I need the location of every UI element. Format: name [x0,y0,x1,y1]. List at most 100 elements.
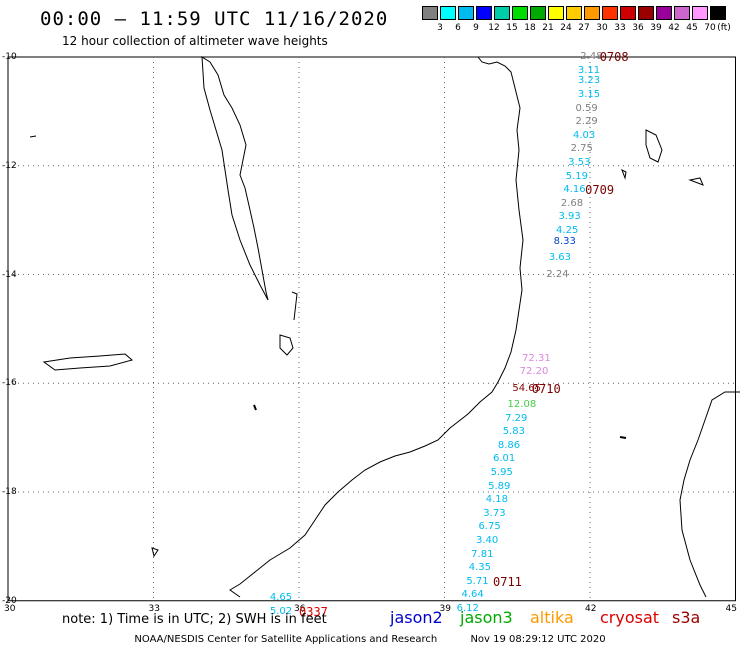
satellite-name: jason3 [460,608,513,627]
pass-time: 0710 [531,381,561,396]
swh-value: 3.15 [577,89,601,101]
swh-value: 2.29 [575,116,598,128]
legend-label: 6 [455,23,461,33]
lon-tick-label: 30 [4,604,16,614]
swh-value: 8.33 [553,235,576,247]
legend-swatch [422,6,438,20]
swh-value: 3.53 [568,157,591,169]
legend-swatch [494,6,510,20]
lat-tick-label: -18 [2,487,17,497]
footer-credit: NOAA/NESDIS Center for Satellite Applica… [134,634,438,645]
swh-value: 4.25 [556,225,579,236]
lake-kariba-outline [42,353,134,371]
swh-value: 5.89 [488,480,511,492]
swh-value: 5.02 [269,605,293,617]
legend-label: 21 [542,23,554,33]
lat-tick-label: -10 [2,52,17,62]
swh-value: 4.18 [485,494,508,506]
swh-value: 4.65 [269,592,293,604]
lake-mark [29,135,37,138]
legend-swatch [674,6,690,20]
legend-swatch [458,6,474,20]
satellite-name: cryosat [600,608,660,627]
swh-value: 3.40 [476,534,499,546]
swh-value: 4.64 [461,589,484,601]
swh-value: 5.83 [502,426,525,438]
legend-swatch [692,6,708,20]
pass-time: 0709 [585,183,615,198]
swh-value: 3.73 [483,507,506,519]
legend-label: 42 [668,23,680,33]
lat-tick-label: -14 [2,269,17,280]
swh-value: 7.29 [505,412,528,424]
lon-tick-label: 36 [294,604,306,614]
swh-value: 2.24 [546,268,569,280]
swh-value: 6.75 [478,521,501,533]
legend-label: 24 [560,23,572,33]
lat-tick-label: -20 [2,595,17,606]
swh-value: 6.12 [456,602,479,614]
legend-label: 36 [632,23,644,33]
swh-value: 4.35 [468,562,492,574]
lake-malawi-outline [201,56,269,301]
legend-swatch [512,6,528,20]
lon-tick-label: 42 [585,604,597,614]
legend-swatch [638,6,654,20]
legend-swatch [548,6,564,20]
pass-time: 0711 [493,574,522,589]
legend-label: 18 [524,23,536,33]
swh-value: 54.65 [512,382,542,394]
swh-value: 72.20 [519,366,549,378]
africa-coastline [229,56,524,598]
swh-value: 7.81 [471,548,494,560]
legend-swatch [440,6,456,20]
legend-swatch [476,6,492,20]
satellite-name: jason2 [390,608,443,627]
swh-value: 3.63 [548,252,572,264]
legend-label: 3 [437,23,443,33]
swh-value: 12.08 [507,399,537,410]
island-mark [619,436,627,439]
lon-tick-label: 39 [439,604,451,614]
legend-label: 45 [686,23,698,33]
satellite-name: s3a [672,608,701,627]
legend-label: 9 [473,23,479,33]
swh-value: 6.01 [493,453,516,465]
map-frame [7,56,736,602]
page-subtitle: 12 hour collection of altimeter wave hei… [62,34,328,48]
satellite-name: altika [530,608,574,627]
legend-label: 12 [488,23,500,33]
swh-value: 3.11 [577,64,601,76]
swh-value: 2.48 [580,51,603,62]
lake-mark [291,291,298,321]
madagascar-coastline [679,391,740,598]
island-mark [253,404,257,411]
pass-time: 0708 [599,50,629,64]
lat-tick-label: -12 [2,160,17,171]
swh-value: 2.75 [570,143,593,155]
swh-value: 4.03 [573,129,596,141]
lon-tick-label: 45 [725,604,737,614]
lake-mark [151,547,159,558]
swh-value: 5.95 [490,466,513,478]
legend-label: 30 [596,23,608,33]
legend-label: 70 [704,23,716,33]
swh-value: 5.19 [565,170,589,182]
page-title: 00:00 — 11:59 UTC 11/16/2020 [40,8,389,30]
swh-value: 0.59 [575,102,598,114]
note-text: note: 1) Time is in UTC; 2) SWH is in fe… [62,612,327,627]
swh-value: 72.31 [522,352,551,364]
legend-swatch [620,6,636,20]
legend-swatch [602,6,618,20]
island-outline [688,177,704,186]
legend-swatch [566,6,582,20]
legend-unit: (ft) [717,23,731,33]
swh-value: 3.23 [577,75,601,87]
lat-tick-label: -16 [2,378,17,389]
swh-value: 4.16 [563,184,586,196]
legend-label: 39 [650,23,662,33]
lon-tick-label: 33 [148,604,160,614]
island-outline [621,168,627,180]
legend-swatch [584,6,600,20]
